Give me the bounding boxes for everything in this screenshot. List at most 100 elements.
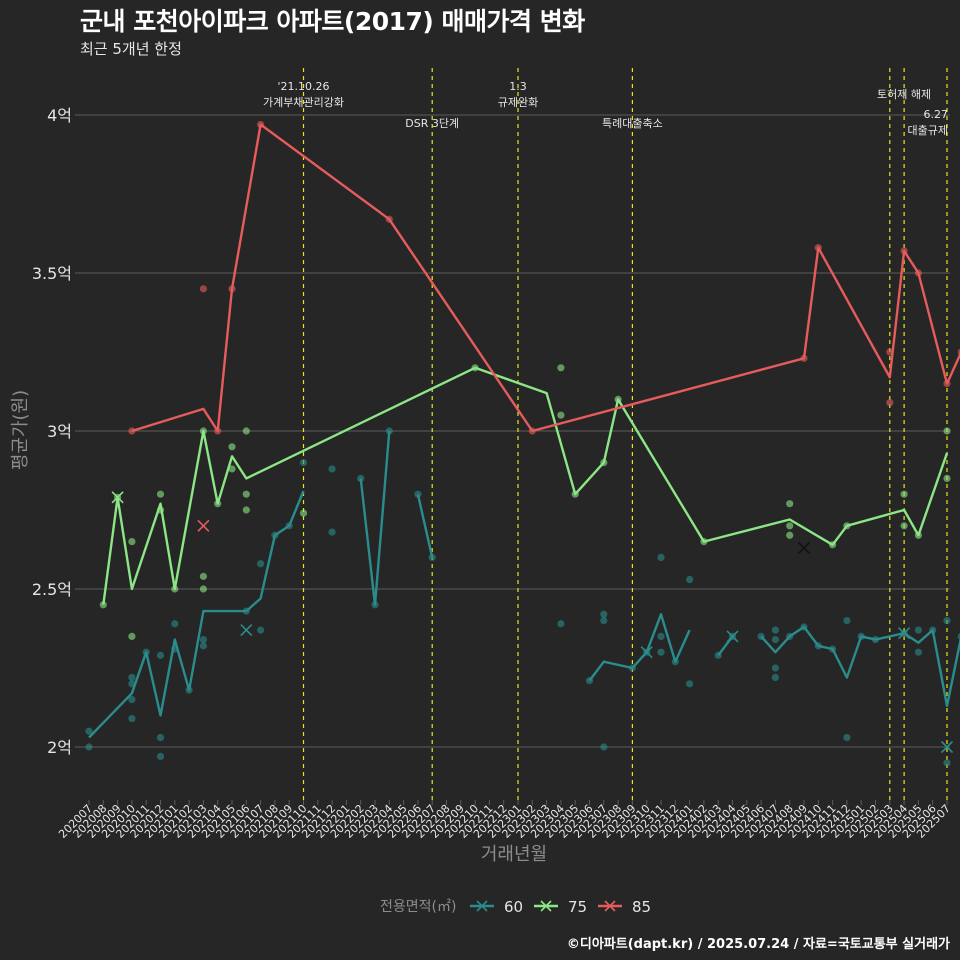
cross-marker bbox=[940, 740, 954, 754]
legend-swatch-cross bbox=[540, 900, 552, 912]
data-point bbox=[242, 490, 250, 498]
y-tick-label: 2.5억 bbox=[32, 580, 72, 599]
data-point bbox=[228, 465, 236, 473]
data-point bbox=[171, 620, 179, 628]
legend-title: 전용면적(㎡) bbox=[380, 899, 456, 915]
cross-marker bbox=[197, 519, 210, 532]
data-point bbox=[557, 620, 565, 628]
data-point bbox=[199, 642, 207, 650]
data-point bbox=[771, 673, 780, 682]
data-point bbox=[914, 626, 923, 634]
series-75 bbox=[99, 364, 951, 641]
source-caption: ©디아파트(dapt.kr) / 2025.07.24 / 자료=국토교통부 실… bbox=[566, 937, 950, 952]
x-axis: 2020072020082020092020102020112020122021… bbox=[56, 800, 953, 841]
y-tick-label: 2억 bbox=[47, 738, 72, 757]
data-point bbox=[328, 465, 336, 473]
data-point bbox=[85, 727, 93, 735]
data-point bbox=[914, 648, 923, 656]
data-point bbox=[686, 680, 694, 688]
cross-marker bbox=[111, 491, 124, 504]
data-point bbox=[156, 490, 165, 498]
series-85 bbox=[128, 120, 960, 532]
data-point bbox=[242, 427, 250, 435]
data-point bbox=[771, 635, 780, 644]
data-point bbox=[128, 673, 136, 682]
data-point bbox=[199, 635, 207, 644]
data-point bbox=[657, 632, 665, 641]
legend-swatch-cross bbox=[604, 900, 616, 912]
series-60 bbox=[85, 427, 960, 767]
data-point bbox=[85, 743, 93, 751]
data-point bbox=[128, 714, 136, 723]
cross-marker bbox=[898, 627, 911, 640]
legend-label: 75 bbox=[568, 898, 587, 916]
series-line-75 bbox=[102, 366, 949, 605]
data-point bbox=[943, 759, 951, 767]
event-label: '21.10.26 bbox=[277, 80, 329, 93]
data-point bbox=[943, 617, 951, 625]
legend-label: 60 bbox=[504, 898, 523, 916]
data-point bbox=[886, 398, 894, 407]
data-point bbox=[786, 500, 794, 508]
data-point bbox=[299, 509, 308, 517]
data-point bbox=[128, 632, 136, 641]
event-label: 6.27 bbox=[924, 108, 949, 121]
legend-swatch-cross bbox=[476, 900, 488, 912]
cross-marker bbox=[797, 541, 811, 554]
data-point bbox=[771, 626, 780, 634]
cross-marker bbox=[240, 624, 253, 637]
cross-marker bbox=[726, 630, 739, 643]
gridlines bbox=[80, 114, 950, 748]
event-label: 규제완화 bbox=[498, 96, 538, 109]
series-line-60 bbox=[88, 430, 960, 739]
legend: 전용면적(㎡) 60 75 85 bbox=[380, 898, 651, 916]
data-point bbox=[156, 752, 165, 761]
data-point bbox=[843, 733, 851, 742]
data-point bbox=[657, 553, 665, 562]
data-point bbox=[199, 285, 207, 293]
data-point bbox=[900, 522, 908, 530]
data-point bbox=[228, 443, 236, 451]
data-point bbox=[128, 538, 136, 546]
data-point bbox=[943, 474, 951, 482]
series-layer bbox=[85, 120, 960, 767]
x-axis-title: 거래년월 bbox=[481, 844, 547, 865]
data-point bbox=[600, 610, 608, 618]
y-tick-label: 3.5억 bbox=[32, 264, 72, 283]
data-point bbox=[128, 696, 136, 704]
data-point bbox=[299, 459, 308, 467]
data-point bbox=[657, 648, 665, 656]
data-point bbox=[957, 633, 960, 640]
data-point bbox=[943, 427, 951, 435]
chart-subtitle: 최근 5개년 한정 bbox=[80, 40, 182, 58]
data-point bbox=[199, 585, 207, 593]
y-axis-title: 평균가(원) bbox=[10, 390, 31, 470]
data-point bbox=[786, 522, 794, 530]
data-point bbox=[600, 743, 608, 751]
event-label: 특례대출축소 bbox=[602, 117, 663, 130]
y-tick-label: 4억 bbox=[47, 106, 72, 125]
data-point bbox=[900, 490, 908, 498]
data-point bbox=[257, 626, 265, 634]
event-label: 1.3 bbox=[509, 80, 527, 93]
data-point bbox=[686, 575, 694, 584]
data-point bbox=[328, 528, 336, 536]
series-line-85 bbox=[131, 123, 960, 433]
event-label: 토허제 해제 bbox=[877, 87, 931, 101]
y-tick-label: 3억 bbox=[47, 422, 72, 441]
data-point bbox=[156, 651, 165, 659]
event-label: 가계부채관리강화 bbox=[263, 96, 344, 109]
data-point bbox=[771, 664, 780, 672]
event-label: DSR 3단계 bbox=[405, 117, 459, 130]
cross-marker bbox=[640, 646, 653, 659]
data-point bbox=[199, 572, 207, 580]
data-point bbox=[242, 506, 250, 514]
data-point bbox=[843, 617, 851, 625]
chart-title: 군내 포천아이파크 아파트(2017) 매매가격 변화 bbox=[80, 7, 585, 36]
data-point bbox=[156, 733, 165, 742]
data-point bbox=[257, 560, 265, 568]
y-axis: 2억 2.5억 3억 3.5억 4억 bbox=[32, 106, 80, 757]
